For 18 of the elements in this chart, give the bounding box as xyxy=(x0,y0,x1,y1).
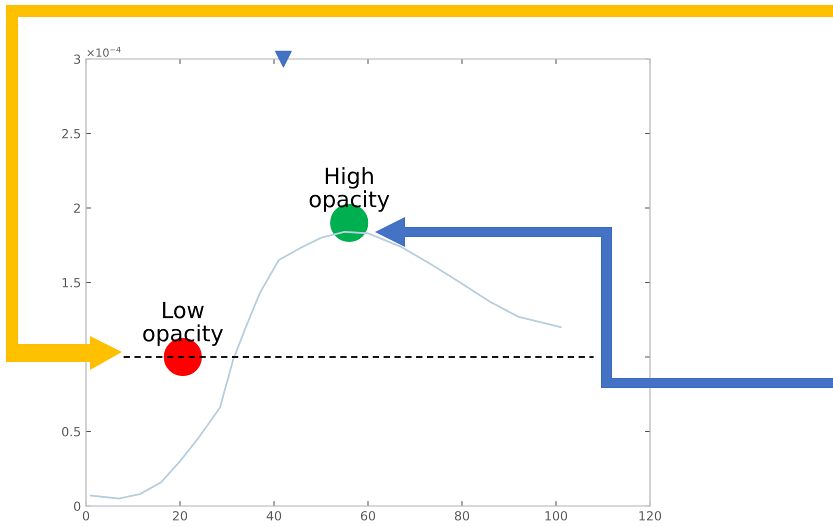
annotation: Low opacity xyxy=(143,302,223,346)
x-tick-label: 120 xyxy=(639,511,662,521)
y-tick-label: 3 xyxy=(74,54,80,64)
y-tick-label: 1.5 xyxy=(62,278,80,288)
x-tick-label: 100 xyxy=(545,511,568,521)
y-tick-label: 0.5 xyxy=(62,426,80,436)
x-tick-label: 40 xyxy=(266,511,282,521)
y-tick-label: 2.5 xyxy=(62,128,80,138)
x-tick-label: 20 xyxy=(172,511,188,521)
point xyxy=(275,50,292,68)
y-tick-label: 0 xyxy=(74,501,80,511)
line-series xyxy=(90,230,562,500)
x-tick-label: 0 xyxy=(82,511,90,521)
text: ×10$^{−4}$ xyxy=(88,46,121,57)
annotation: High opacity xyxy=(310,167,390,212)
x-tick-label: 80 xyxy=(454,511,470,521)
x-tick-label: 60 xyxy=(360,511,376,521)
y-tick-label: 2 xyxy=(74,203,80,213)
